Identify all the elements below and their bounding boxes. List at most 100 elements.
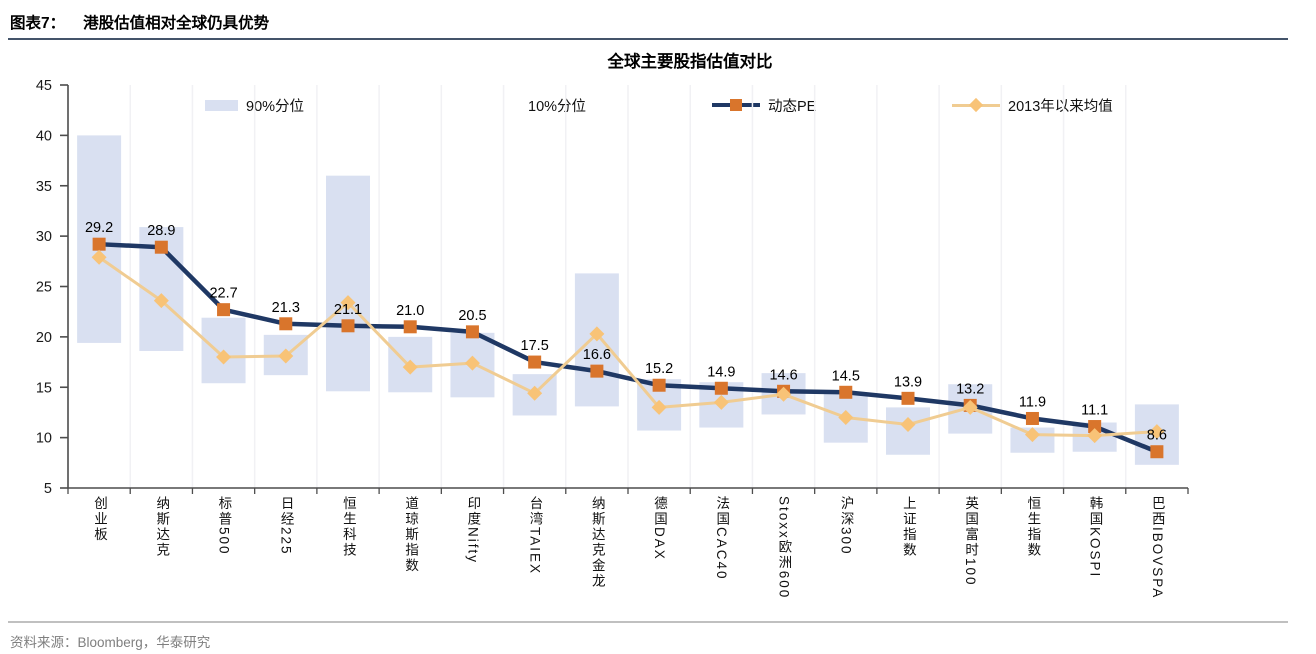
pe-marker (590, 364, 604, 378)
exhibit-label: 图表7： (10, 15, 66, 32)
x-axis-label: 纳斯达克金龙 (589, 496, 605, 589)
y-tick-label: 15 (36, 380, 52, 396)
y-tick-label: 20 (36, 330, 52, 346)
legend-line-diamond-swatch (952, 97, 1000, 112)
avg-marker (651, 399, 667, 415)
avg-marker (216, 349, 232, 365)
pe-marker (714, 381, 728, 395)
square-marker-icon (730, 99, 742, 111)
avg-marker (402, 359, 418, 375)
x-axis-label: 创业板 (91, 496, 107, 543)
pe-data-label: 11.9 (1019, 394, 1046, 410)
x-axis-label: 恒生科技 (340, 496, 356, 558)
x-axis-label: 道琼斯指数 (403, 496, 419, 574)
avg-marker (776, 386, 792, 402)
pe-data-label: 8.6 (1147, 428, 1167, 444)
avg-line (97, 255, 1159, 438)
pe-marker (341, 319, 355, 333)
x-axis-label: 上证指数 (900, 496, 916, 558)
avg-marker (91, 249, 107, 265)
legend-item-avg-since-2013: 2013年以来均值 (952, 96, 1113, 115)
pe-marker (465, 325, 479, 339)
pe-data-label: 13.9 (894, 374, 922, 390)
x-axis-label: 法国CAC40 (714, 496, 730, 581)
pe-data-label: 21.1 (334, 302, 362, 318)
pe-data-label: 20.5 (458, 308, 486, 324)
avg-marker (713, 394, 729, 410)
y-tick-label: 10 (36, 431, 52, 447)
legend-item-dynamic-pe: 动态PE (712, 96, 817, 115)
pe-data-label: 16.6 (583, 347, 611, 363)
avg-marker (900, 417, 916, 433)
pe-data-label: 14.5 (832, 368, 860, 384)
pe-marker (154, 240, 168, 254)
pe-marker (279, 317, 293, 331)
avg-marker (527, 385, 543, 401)
source-text: 资料来源：Bloomberg，华泰研究 (10, 635, 211, 650)
exhibit-title: 港股估值相对全球仍具优势 (83, 15, 270, 32)
pe-data-label: 28.9 (147, 223, 175, 239)
avg-marker (278, 348, 294, 364)
pe-data-label: 14.9 (707, 364, 735, 380)
pe-data-label: 29.2 (85, 220, 113, 236)
y-tick-label: 45 (36, 78, 52, 94)
footer-rule (8, 621, 1288, 623)
pe-marker (217, 303, 231, 317)
x-axis-label: 沪深300 (838, 496, 854, 556)
pe-marker (901, 391, 915, 405)
pe-data-label: 21.3 (272, 300, 300, 316)
pe-marker (1150, 445, 1164, 459)
avg-marker (153, 293, 169, 309)
legend-item-90th-percentile: 90%分位 (205, 96, 305, 115)
legend-line-square-swatch (712, 99, 760, 111)
avg-marker (340, 295, 356, 311)
avg-marker (589, 326, 605, 342)
x-axis-label: 纳斯达克 (154, 496, 170, 558)
legend-label: 动态PE (768, 98, 817, 115)
x-axis-label: 标普500 (216, 496, 232, 556)
legend-item-10th-percentile: 10%分位 (487, 96, 587, 115)
y-tick-label: 40 (36, 128, 52, 144)
x-axis-label: 恒生指数 (1025, 496, 1041, 558)
avg-marker (1087, 428, 1103, 444)
pe-data-label: 13.2 (956, 381, 984, 397)
pe-marker (839, 385, 853, 399)
x-axis-label: 英国富时100 (963, 496, 979, 587)
x-axis-label: 德国DAX (651, 496, 667, 561)
x-axis-label: 韩国KOSPI (1087, 496, 1103, 579)
avg-marker (464, 355, 480, 371)
x-axis-label: 巴西IBOVSPA (1149, 496, 1165, 600)
x-axis-label: Stoxx欧洲600 (776, 496, 792, 600)
y-tick-label: 25 (36, 280, 52, 296)
pe-data-label: 15.2 (645, 361, 673, 377)
avg-marker (838, 409, 854, 425)
pe-data-label: 14.6 (769, 367, 797, 383)
y-tick-label: 35 (36, 179, 52, 195)
pe-data-label: 17.5 (521, 338, 549, 354)
x-axis-label: 台湾TAIEX (527, 496, 543, 576)
pe-marker (403, 320, 417, 334)
percentile-range-bar (326, 175, 370, 392)
x-axis-label: 印度Nifty (465, 496, 481, 564)
avg-marker (1149, 424, 1165, 440)
pe-marker (92, 237, 106, 251)
pe-marker (1088, 420, 1102, 434)
avg-marker (962, 399, 978, 415)
header-rule (8, 38, 1288, 40)
exhibit-header: 图表7： 港股估值相对全球仍具优势 (10, 11, 269, 33)
legend-bar-swatch (205, 99, 238, 111)
pe-data-label: 21.0 (396, 303, 424, 319)
pe-marker (652, 378, 666, 392)
pe-marker (528, 355, 542, 369)
legend-label: 90%分位 (246, 98, 305, 115)
y-tick-label: 30 (36, 229, 52, 245)
pe-line (96, 241, 1160, 454)
pe-marker (1025, 411, 1039, 425)
x-axis-label: 日经225 (278, 496, 294, 556)
pe-data-label: 22.7 (209, 286, 237, 302)
legend-label: 10%分位 (528, 98, 587, 115)
pe-data-label: 11.1 (1081, 403, 1108, 419)
y-tick-label: 5 (44, 481, 52, 497)
